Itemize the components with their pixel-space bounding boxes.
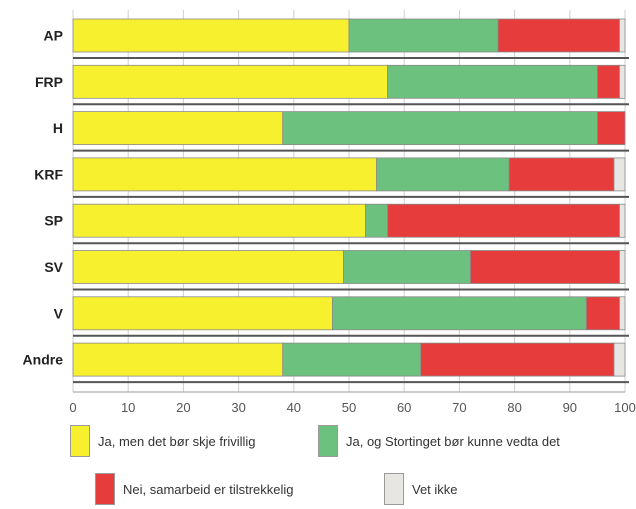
legend-item-1: Ja, men det bør skje frivillig bbox=[70, 425, 256, 457]
legend-swatch-3 bbox=[95, 473, 115, 505]
bar-AP-series-3 bbox=[497, 18, 620, 53]
bar-FRP-series-3 bbox=[597, 64, 620, 99]
legend-item-2: Ja, og Stortinget bør kunne vedta det bbox=[318, 425, 560, 457]
x-tick-label-60: 60 bbox=[397, 400, 411, 415]
bar-SV-series-3 bbox=[470, 250, 620, 284]
bar-Andre-series-1 bbox=[72, 342, 284, 377]
bar-V-series-1 bbox=[72, 296, 333, 331]
bar-V-series-4 bbox=[619, 296, 626, 331]
bar-AP-series-2 bbox=[348, 18, 499, 53]
legend-label-1: Ja, men det bør skje frivillig bbox=[98, 433, 256, 449]
bar-Andre-series-2 bbox=[282, 342, 422, 377]
bar-Andre-series-3 bbox=[420, 342, 615, 377]
legend-swatch-4 bbox=[384, 473, 404, 505]
legend-item-3: Nei, samarbeid er tilstrekkelig bbox=[95, 473, 294, 505]
category-label-H: H bbox=[53, 120, 63, 136]
stacked-bar-chart: AP FRP H KRF SP SV V Andre 0 10 20 30 40 50 60 70 80 90 10… bbox=[23, 10, 636, 415]
bar-SP-series-1 bbox=[72, 203, 366, 238]
x-tick-label-70: 70 bbox=[452, 400, 466, 415]
bar-FRP-series-2 bbox=[387, 64, 598, 99]
x-tick-label-40: 40 bbox=[287, 400, 301, 415]
x-tick-label-90: 90 bbox=[563, 400, 577, 415]
legend-swatch-1 bbox=[70, 425, 90, 457]
x-tick-label-0: 0 bbox=[69, 400, 76, 415]
x-tick-label-80: 80 bbox=[507, 400, 521, 415]
x-tick-label-30: 30 bbox=[231, 400, 245, 415]
bar-KRF-series-2 bbox=[376, 157, 510, 192]
bar-SP-series-4 bbox=[619, 203, 626, 238]
bar-AP-series-1 bbox=[72, 18, 350, 53]
category-label-FRP: FRP bbox=[35, 74, 63, 90]
bar-KRF-series-3 bbox=[508, 157, 615, 192]
bar-H-series-3 bbox=[597, 111, 626, 145]
category-label-KRF: KRF bbox=[34, 166, 63, 182]
x-tick-label-10: 10 bbox=[121, 400, 135, 415]
bar-H-series-1 bbox=[72, 111, 284, 145]
legend-label-3: Nei, samarbeid er tilstrekkelig bbox=[123, 481, 294, 497]
bar-SV-series-4 bbox=[619, 250, 626, 284]
bar-V-series-3 bbox=[585, 296, 620, 331]
x-tick-label-50: 50 bbox=[342, 400, 356, 415]
legend-label-2: Ja, og Stortinget bør kunne vedta det bbox=[346, 433, 560, 449]
x-tick-label-100: 100 bbox=[614, 400, 636, 415]
bar-SP-series-2 bbox=[365, 203, 389, 238]
bar-KRF-series-4 bbox=[613, 157, 626, 192]
bar-FRP-series-1 bbox=[72, 64, 389, 99]
bar-SV-series-1 bbox=[72, 250, 344, 284]
x-tick-label-20: 20 bbox=[176, 400, 190, 415]
legend-label-4: Vet ikke bbox=[412, 481, 458, 497]
category-label-AP: AP bbox=[44, 28, 63, 44]
category-label-V: V bbox=[54, 305, 64, 321]
bar-Andre-series-4 bbox=[613, 342, 626, 377]
category-label-SP: SP bbox=[44, 213, 63, 229]
bar-KRF-series-1 bbox=[72, 157, 378, 192]
legend-swatch-2 bbox=[318, 425, 338, 457]
category-label-SV: SV bbox=[44, 259, 63, 275]
bar-AP-series-4 bbox=[619, 18, 626, 53]
bar-SV-series-2 bbox=[343, 250, 471, 284]
legend-item-4: Vet ikke bbox=[384, 473, 458, 505]
bar-H-series-2 bbox=[282, 111, 598, 145]
legend: Ja, men det bør skje frivillig Ja, og St… bbox=[0, 425, 636, 509]
bar-SP-series-3 bbox=[387, 203, 620, 238]
bar-V-series-2 bbox=[332, 296, 587, 331]
bar-FRP-series-4 bbox=[619, 64, 626, 99]
category-label-Andre: Andre bbox=[23, 352, 64, 368]
